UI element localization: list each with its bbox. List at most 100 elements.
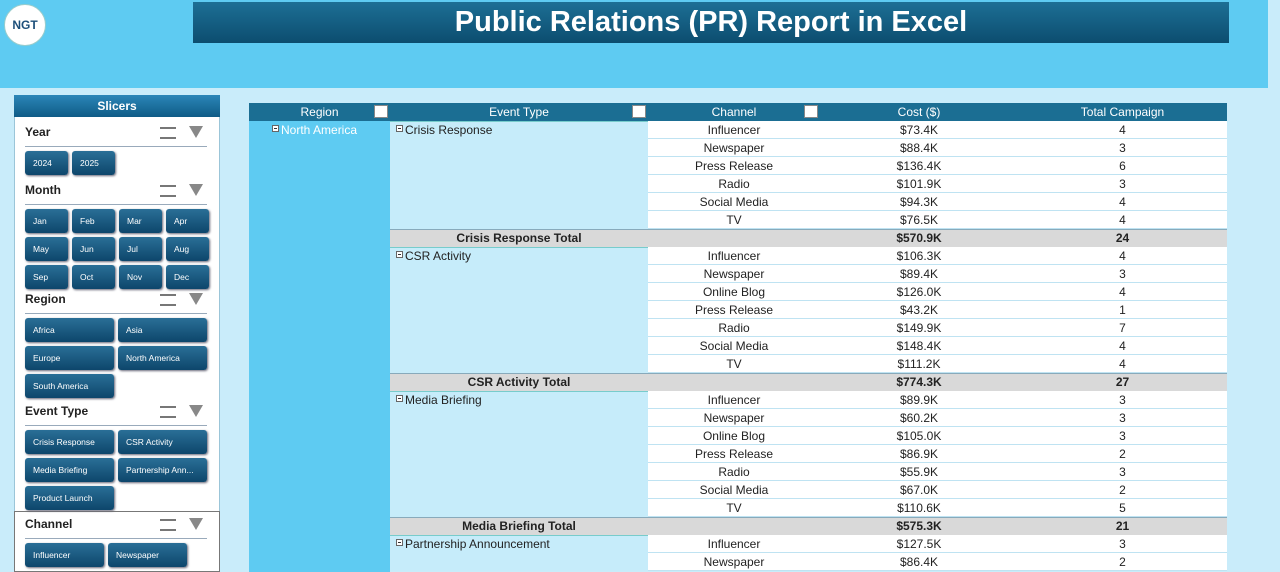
- total-campaign: 24: [1115, 231, 1130, 245]
- filter-dropdown[interactable]: [804, 105, 818, 118]
- cost-cell: $94.3K: [820, 193, 1018, 211]
- event-cell: [390, 391, 648, 517]
- slicer-button[interactable]: 2025: [72, 151, 115, 175]
- total-label: Crisis Response Total: [456, 231, 582, 245]
- slicer-button[interactable]: Jul: [119, 237, 162, 261]
- clear-filter-icon[interactable]: [189, 293, 203, 305]
- slicer-button[interactable]: Nov: [119, 265, 162, 289]
- channel-cell: Influencer: [648, 247, 820, 265]
- slicer-button[interactable]: Oct: [72, 265, 115, 289]
- multi-select-icon[interactable]: [160, 294, 176, 306]
- channel-cell: Newspaper: [648, 553, 820, 571]
- cost-cell: $101.9K: [820, 175, 1018, 193]
- event-cell: [390, 535, 648, 571]
- event-label: CSR Activity: [405, 249, 472, 263]
- total-cost: $570.9K: [896, 231, 942, 245]
- slicer-button[interactable]: Newspaper: [108, 543, 187, 567]
- slicer-title: Month: [25, 183, 61, 197]
- cost-cell: $73.4K: [820, 121, 1018, 139]
- filter-dropdown[interactable]: [632, 105, 646, 118]
- total-row: [390, 517, 1227, 535]
- collapse-button[interactable]: [396, 539, 403, 546]
- clear-filter-icon[interactable]: [189, 405, 203, 417]
- collapse-button[interactable]: [396, 125, 403, 132]
- cost-cell: $105.0K: [820, 427, 1018, 445]
- total-label: Media Briefing Total: [462, 519, 576, 533]
- slicer-button[interactable]: Influencer: [25, 543, 104, 567]
- slicer-button[interactable]: 2024: [25, 151, 68, 175]
- region-label: North America: [281, 123, 358, 137]
- cost-cell: $149.9K: [820, 319, 1018, 337]
- slicer-button[interactable]: Asia: [118, 318, 207, 342]
- campaign-cell: 3: [1018, 535, 1227, 553]
- campaign-cell: 1: [1018, 301, 1227, 319]
- total-cost: $575.3K: [896, 519, 942, 533]
- slicer-button[interactable]: Product Launch: [25, 486, 114, 510]
- channel-cell: TV: [648, 211, 820, 229]
- slicer-button[interactable]: Africa: [25, 318, 114, 342]
- slicer-button[interactable]: Jun: [72, 237, 115, 261]
- column-header: Region: [249, 103, 390, 121]
- cost-cell: $86.4K: [820, 553, 1018, 571]
- multi-select-icon[interactable]: [160, 406, 176, 418]
- clear-filter-icon[interactable]: [189, 518, 203, 530]
- filter-dropdown[interactable]: [374, 105, 388, 118]
- campaign-cell: 5: [1018, 499, 1227, 517]
- campaign-cell: 3: [1018, 139, 1227, 157]
- slicer-button[interactable]: May: [25, 237, 68, 261]
- cost-cell: $89.9K: [820, 391, 1018, 409]
- slicer-button[interactable]: Media Briefing: [25, 458, 114, 482]
- clear-filter-icon[interactable]: [189, 126, 203, 138]
- channel-cell: Newspaper: [648, 139, 820, 157]
- channel-cell: Online Blog: [648, 283, 820, 301]
- slicer-button[interactable]: Dec: [166, 265, 209, 289]
- region-cell: [249, 121, 390, 572]
- column-header: Event Type: [390, 103, 648, 121]
- slicer-button[interactable]: North America: [118, 346, 207, 370]
- slicer-title: Region: [25, 292, 66, 306]
- campaign-cell: 3: [1018, 409, 1227, 427]
- column-header: Channel: [648, 103, 820, 121]
- channel-cell: TV: [648, 355, 820, 373]
- slicer-button[interactable]: South America: [25, 374, 114, 398]
- slicer-button[interactable]: Feb: [72, 209, 115, 233]
- cost-cell: $148.4K: [820, 337, 1018, 355]
- cost-cell: $126.0K: [820, 283, 1018, 301]
- campaign-cell: 4: [1018, 283, 1227, 301]
- multi-select-icon[interactable]: [160, 519, 176, 531]
- total-campaign: 27: [1115, 375, 1130, 389]
- cost-cell: $76.5K: [820, 211, 1018, 229]
- slicer-button[interactable]: Partnership Ann...: [118, 458, 207, 482]
- collapse-button[interactable]: [272, 125, 279, 132]
- channel-cell: Social Media: [648, 337, 820, 355]
- slicer-title: Channel: [25, 517, 73, 531]
- clear-filter-icon[interactable]: [189, 184, 203, 196]
- multi-select-icon[interactable]: [160, 127, 176, 139]
- event-label: Media Briefing: [405, 393, 482, 407]
- slicer-button[interactable]: Aug: [166, 237, 209, 261]
- slicer-button[interactable]: Apr: [166, 209, 209, 233]
- slicer-button[interactable]: Jan: [25, 209, 68, 233]
- column-header: Cost ($): [820, 103, 1018, 121]
- slicer-divider: [25, 204, 207, 205]
- slicer-button[interactable]: Sep: [25, 265, 68, 289]
- cost-cell: $88.4K: [820, 139, 1018, 157]
- collapse-button[interactable]: [396, 251, 403, 258]
- slicer-button[interactable]: CSR Activity: [118, 430, 207, 454]
- total-row: [390, 229, 1227, 247]
- channel-cell: Press Release: [648, 445, 820, 463]
- campaign-cell: 4: [1018, 337, 1227, 355]
- slicer-button[interactable]: Europe: [25, 346, 114, 370]
- channel-cell: Influencer: [648, 391, 820, 409]
- slicer-button[interactable]: Mar: [119, 209, 162, 233]
- channel-cell: Social Media: [648, 481, 820, 499]
- collapse-button[interactable]: [396, 395, 403, 402]
- slicer-button[interactable]: Crisis Response: [25, 430, 114, 454]
- report-title: Public Relations (PR) Report in Excel: [193, 2, 1229, 43]
- channel-cell: Newspaper: [648, 409, 820, 427]
- multi-select-icon[interactable]: [160, 185, 176, 197]
- channel-cell: Press Release: [648, 157, 820, 175]
- channel-cell: Radio: [648, 319, 820, 337]
- campaign-cell: 3: [1018, 463, 1227, 481]
- event-label: Partnership Announcement: [405, 537, 550, 551]
